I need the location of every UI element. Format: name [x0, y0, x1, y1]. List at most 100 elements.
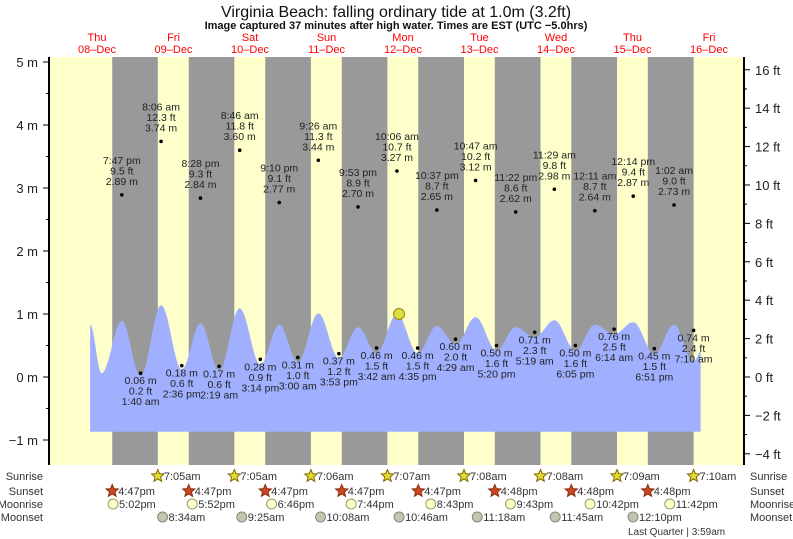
high-tide-label-time: 11:22 pm	[494, 172, 537, 184]
low-tide-point	[494, 343, 499, 348]
moonset-row-label: Moonset	[1, 512, 43, 524]
high-tide-label-m: 3.44 m	[302, 141, 334, 153]
moonrise-icon	[425, 498, 437, 510]
sunrise-icon	[226, 468, 242, 483]
low-tide-label-m: 0.60 m	[439, 341, 471, 353]
low-tide-point	[652, 346, 657, 351]
low-tide-label-ft: 1.0 ft	[286, 370, 309, 382]
right-tick-label: 16 ft	[755, 63, 781, 78]
high-tide-label-m: 2.98 m	[538, 170, 570, 182]
moonrise-icon	[504, 498, 516, 510]
low-tide-point	[138, 371, 143, 376]
high-tide-label-m: 2.73 m	[658, 186, 690, 198]
low-tide-label-m: 0.37 m	[323, 356, 355, 368]
moonrise-icon	[345, 498, 357, 510]
high-tide-label-ft: 12.3 ft	[146, 112, 175, 124]
left-tick-label: 5 m	[16, 55, 38, 70]
moonrise-icon	[186, 498, 198, 510]
moonset-row-label-right: Moonset	[750, 512, 792, 524]
moonrise-time: 5:52pm	[198, 499, 235, 511]
moonset-icon	[471, 511, 483, 523]
sunset-icon	[563, 483, 579, 498]
low-tide-point	[573, 343, 578, 348]
low-tide-point	[296, 355, 300, 360]
low-tide-label-m: 0.50 m	[480, 348, 512, 360]
tide-curve	[90, 305, 701, 432]
high-tide-label-ft: 11.8 ft	[225, 121, 253, 133]
day-date: 12–Dec	[384, 44, 422, 56]
high-tide-label-time: 9:26 am	[299, 120, 337, 132]
moonrise-time: 6:46pm	[278, 499, 315, 511]
low-tide-label-m: 0.71 m	[519, 334, 551, 346]
high-tide-label-m: 2.87 m	[617, 177, 649, 189]
right-tick-label: 4 ft	[755, 293, 773, 308]
high-tide-point	[435, 208, 439, 212]
high-tide-label-time: 9:10 pm	[260, 162, 298, 174]
low-tide-label-ft: 1.5 ft	[643, 361, 666, 373]
day-name: Wed	[545, 32, 567, 44]
high-tide-label-ft: 9.1 ft	[268, 173, 291, 185]
day-date: 09–Dec	[155, 44, 193, 56]
low-tide-label-time: 6:51 pm	[635, 372, 673, 384]
low-tide-label-ft: 0.9 ft	[249, 372, 272, 384]
chart-title: Virginia Beach: falling ordinary tide at…	[221, 4, 571, 21]
day-date: 15–Dec	[614, 44, 652, 56]
moonrise-icon	[266, 498, 278, 510]
high-tide-label-time: 1:02 am	[655, 165, 693, 177]
axes: 5 m 4 m 3 m 2 m 1 m 0 m −1 m 16 ft 14 ft 12 ft 10 …	[9, 55, 781, 465]
day-name: Sat	[242, 32, 259, 44]
sunset-row-label: Sunset	[9, 486, 43, 498]
high-tide-point	[631, 194, 636, 198]
high-tide-point	[593, 208, 597, 213]
low-tide-label-time: 6:14 am	[595, 352, 633, 364]
sunrise-time: 7:08am	[546, 471, 583, 483]
low-tide-label-ft: 1.5 ft	[406, 361, 429, 373]
low-tide-label-time: 3:42 am	[358, 371, 396, 383]
low-tide-label-m: 0.17 m	[203, 368, 235, 380]
high-tide-point	[672, 203, 676, 207]
high-tide-label-time: 8:46 am	[221, 110, 259, 122]
day-date: 08–Dec	[78, 44, 116, 56]
high-tide-label-m: 2.70 m	[342, 188, 374, 200]
moonrise-time: 8:43pm	[437, 499, 474, 511]
low-tide-label-time: 4:35 pm	[399, 371, 437, 383]
high-tide-label-ft: 8.7 ft	[583, 181, 606, 193]
low-tide-label-time: 3:53 pm	[320, 377, 358, 389]
high-tide-label-m: 2.77 m	[263, 183, 295, 195]
moonset-time: 11:18am	[483, 512, 525, 524]
high-tide-label-ft: 8.9 ft	[346, 177, 369, 189]
high-tide-label-time: 8:28 pm	[182, 158, 220, 170]
sunset-icon	[181, 483, 197, 498]
day-name: Sun	[317, 32, 337, 44]
high-tide-label-m: 2.64 m	[579, 192, 611, 204]
moonrise-icon	[107, 498, 119, 510]
high-tide-label-time: 11:29 am	[533, 149, 576, 161]
low-tide-label-time: 4:29 am	[437, 362, 475, 374]
high-tide-label-ft: 9.0 ft	[662, 176, 685, 188]
low-tide-point	[415, 346, 420, 350]
sunrise-row-label: Sunrise	[6, 471, 43, 483]
sunrise-time: 7:06am	[317, 471, 354, 483]
moonrise-icon	[584, 498, 596, 510]
left-tick-label: 1 m	[16, 307, 38, 322]
moonset-time: 8:34am	[169, 512, 206, 524]
high-tide-point	[159, 139, 163, 144]
high-tide-label-ft: 9.3 ft	[189, 169, 212, 181]
moon-phase: Last Quarter | 3:59am	[628, 527, 725, 538]
moonset-icon	[315, 511, 327, 523]
high-tide-label-time: 10:06 am	[375, 131, 419, 143]
sunset-time: 4:47pm	[348, 486, 385, 498]
moonset-icon	[157, 511, 169, 523]
high-tide-point	[277, 200, 282, 205]
sunset-time: 4:47pm	[195, 486, 232, 498]
high-tide-label-m: 3.74 m	[145, 122, 177, 134]
high-tide-label-m: 2.65 m	[421, 191, 453, 203]
low-tide-label-time: 2:36 pm	[163, 389, 201, 401]
low-tide-label-m: 0.46 m	[360, 350, 392, 362]
high-tide-label-time: 12:14 pm	[611, 156, 655, 168]
high-tide-point	[513, 210, 518, 214]
high-tide-point	[237, 148, 242, 152]
right-tick-label: 12 ft	[755, 140, 781, 155]
high-tide-point	[120, 193, 124, 197]
